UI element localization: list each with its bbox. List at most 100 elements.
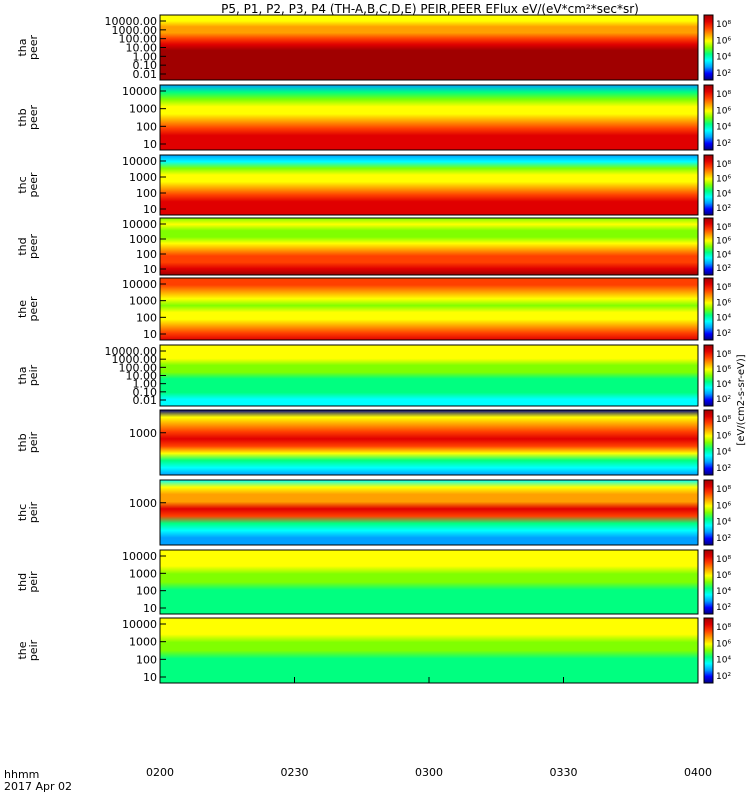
y-tick-label: 1000: [129, 497, 157, 510]
y-tick-label: 0.01: [133, 394, 158, 407]
colorbar-tick-label: 10⁴: [716, 314, 731, 324]
colorbar-tick-label: 10²: [716, 264, 731, 274]
y-tick-label: 1000: [129, 103, 157, 116]
y-tick-label: 1000: [129, 636, 157, 649]
x-tick-label: 0230: [281, 766, 309, 779]
colorbar-tick-label: 10²: [716, 204, 731, 214]
colorbar: [703, 84, 714, 151]
colorbar: [703, 479, 714, 546]
panel-frame: [159, 84, 699, 151]
colorbar-tick-label: 10²: [716, 395, 731, 405]
colorbar: [703, 217, 714, 276]
colorbar-tick-label: 10²: [716, 329, 731, 339]
panel-the-peer: 10000 1000 100 10 thepeer 10⁸ 10⁶ 10⁴ 10²: [16, 277, 731, 341]
colorbar-tick-label: 10⁸: [716, 160, 731, 170]
panel-frame: [159, 479, 699, 546]
y-tick-label: 1000: [129, 427, 157, 440]
y-tick-label: 1.00: [133, 378, 158, 391]
y-tick-label: 10.00: [126, 370, 158, 383]
y-tick-label: 10000: [122, 550, 157, 563]
colorbar-tick-label: 10⁸: [716, 623, 731, 633]
y-axis-label: thapeer: [16, 35, 40, 61]
colorbar-tick-label: 10⁴: [716, 123, 731, 133]
y-tick-label: 10: [143, 203, 157, 216]
y-tick-label: 0.10: [133, 59, 158, 72]
colorbar-tick-label: 10⁸: [716, 90, 731, 100]
x-tick-label: 0300: [415, 766, 443, 779]
spectrogram-fill: [160, 278, 698, 340]
spectrogram-fill: [160, 410, 698, 475]
y-axis-label: thcpeir: [16, 501, 40, 523]
y-tick-label: 10: [143, 263, 157, 276]
colorbar-tick-label: 10⁶: [716, 501, 731, 511]
y-tick-label: 100: [136, 248, 157, 261]
colorbar-tick-label: 10⁶: [716, 571, 731, 581]
y-tick-label: 10: [143, 671, 157, 684]
colorbar-tick-label: 10⁴: [716, 53, 731, 63]
colorbar-tick-label: 10²: [716, 672, 731, 682]
y-tick-label: 100.00: [119, 33, 158, 46]
panel-frame: [159, 217, 699, 276]
colorbar-tick-label: 10⁴: [716, 250, 731, 260]
colorbar-tick-label: 10⁶: [716, 365, 731, 375]
colorbar-tick-label: 10⁶: [716, 237, 731, 247]
y-tick-label: 10000.00: [105, 15, 158, 28]
colorbar-tick-label: 10⁴: [716, 587, 731, 597]
y-tick-label: 10000: [122, 85, 157, 98]
y-tick-label: 10: [143, 138, 157, 151]
y-tick-label: 100: [136, 120, 157, 133]
y-axis-label: thdpeir: [16, 571, 40, 593]
colorbar-unit-label: [eV/(cm2-s-sr-eV)]: [736, 354, 747, 445]
colorbar: [703, 14, 714, 81]
colorbar-tick-label: 10⁶: [716, 431, 731, 441]
y-tick-label: 100.00: [119, 361, 158, 374]
colorbar-tick-label: 10⁶: [716, 175, 731, 185]
spectrogram-fill: [160, 618, 698, 683]
y-tick-label: 0.10: [133, 386, 158, 399]
colorbar-tick-label: 10⁶: [716, 36, 731, 46]
y-axis-label: thepeir: [16, 639, 40, 661]
panel-thd-peer: 10000 1000 100 10 thdpeer 10⁸ 10⁶ 10⁴ 10²: [16, 217, 731, 276]
y-tick-label: 1000: [129, 567, 157, 580]
spectrogram-fill: [160, 155, 698, 215]
y-axis-label: thepeer: [16, 296, 40, 322]
y-tick-label: 10000: [122, 218, 157, 231]
chart-title: P5, P1, P2, P3, P4 (TH-A,B,C,D,E) PEIR,P…: [221, 2, 639, 16]
colorbar-tick-label: 10⁶: [716, 298, 731, 308]
y-tick-label: 100: [136, 653, 157, 666]
panel-thd-peir: 10000 1000 100 10 thdpeir 10⁸ 10⁶ 10⁴ 10²: [16, 549, 731, 615]
y-tick-label: 10000: [122, 155, 157, 168]
colorbar-tick-label: 10⁸: [716, 555, 731, 565]
colorbar: [703, 549, 714, 615]
y-tick-label: 100: [136, 311, 157, 324]
colorbar-tick-label: 10⁸: [716, 485, 731, 495]
colorbar-tick-label: 10⁸: [716, 350, 731, 360]
colorbar-tick-label: 10⁴: [716, 656, 731, 666]
panel-thb-peer: 10000 1000 100 10 thbpeer 10⁸ 10⁶ 10⁴ 10²: [16, 84, 731, 151]
time-axis-label: hhmm: [4, 768, 40, 781]
y-tick-label: 100: [136, 187, 157, 200]
y-tick-label: 10.00: [126, 42, 158, 55]
spectrogram-fill: [160, 218, 698, 275]
colorbar-tick-label: 10⁸: [716, 223, 731, 233]
y-axis-label: thdpeer: [16, 234, 40, 260]
y-tick-label: 10: [143, 602, 157, 615]
y-tick-label: 1000: [129, 233, 157, 246]
y-tick-label: 1.00: [133, 50, 158, 63]
y-axis-label: thcpeer: [16, 172, 40, 198]
x-tick-label: 0330: [550, 766, 578, 779]
panel-the-peir: 10000 1000 100 10 thepeir 10⁸ 10⁶ 10⁴ 10²: [16, 617, 731, 684]
panel-frame: [159, 277, 699, 341]
spectrogram-fill: [160, 15, 698, 80]
panel-frame: [159, 409, 699, 476]
colorbar-tick-label: 10⁶: [716, 106, 731, 116]
panel-thb-peir: 1000 thbpeir 10⁸ 10⁶ 10⁴ 10²: [16, 409, 731, 476]
panel-thc-peer: 10000 1000 100 10 thcpeer 10⁸ 10⁶ 10⁴ 10²: [16, 154, 731, 216]
spectrogram-fill: [160, 345, 698, 406]
spectrogram-fill: [160, 480, 698, 545]
colorbar-tick-label: 10⁴: [716, 518, 731, 528]
date-label: 2017 Apr 02: [4, 780, 73, 793]
